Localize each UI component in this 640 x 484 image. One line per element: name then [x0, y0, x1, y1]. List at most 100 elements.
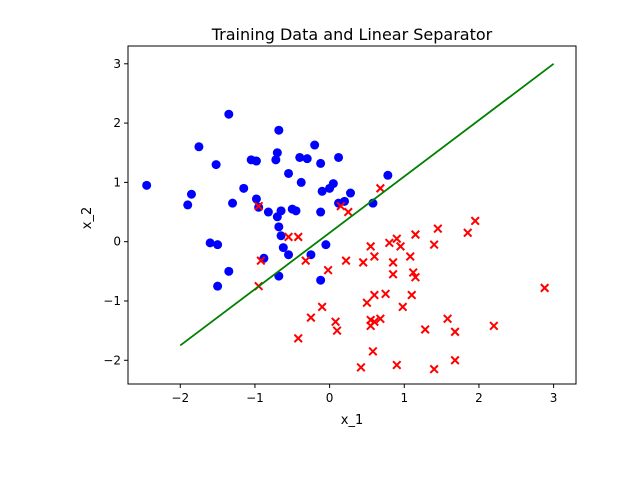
data-point-circle [334, 152, 344, 162]
data-point-x [323, 265, 333, 275]
x-tick-label: 0 [326, 391, 334, 405]
x-tick-label: 1 [400, 391, 408, 405]
data-point-x [331, 317, 341, 327]
data-point-circle [316, 275, 326, 285]
data-point-circle [346, 188, 356, 198]
data-point-circle [383, 170, 393, 180]
data-point-x [381, 289, 391, 299]
data-point-circle [224, 109, 234, 119]
data-point-x [470, 216, 480, 226]
data-point-circle [142, 180, 152, 190]
data-point-x [429, 364, 439, 374]
data-point-circle [316, 158, 326, 168]
data-point-x [410, 230, 420, 240]
data-point-x [392, 234, 402, 244]
data-point-x [301, 256, 311, 266]
data-point-circle [224, 266, 234, 276]
data-point-circle [284, 168, 294, 178]
data-point-x [366, 321, 376, 331]
data-point-x [358, 257, 368, 267]
data-point-x [256, 256, 266, 266]
data-point-x [450, 327, 460, 337]
x-tick-label: 2 [475, 391, 483, 405]
data-point-circle [205, 238, 215, 248]
data-point-x [362, 298, 372, 308]
data-point-x [317, 302, 327, 312]
data-point-x [366, 241, 376, 251]
data-point-x [392, 360, 402, 370]
y-axis-label: x_2 [80, 207, 95, 229]
data-point-circle [317, 186, 327, 196]
data-point-circle [213, 240, 223, 250]
data-point-x [369, 252, 379, 262]
data-point-x [388, 257, 398, 267]
data-point-x [343, 207, 353, 217]
data-point-x [398, 302, 408, 312]
x-tick-label: −1 [246, 391, 264, 405]
data-point-circle [296, 177, 306, 187]
data-point-circle [263, 207, 273, 217]
data-point-x [375, 314, 385, 324]
data-point-x [396, 241, 406, 251]
data-point-x [341, 256, 351, 266]
data-point-x [356, 362, 366, 372]
data-point-circle [274, 125, 284, 135]
data-point-circle [321, 240, 331, 250]
data-point-circle [271, 155, 281, 165]
data-point-x [407, 290, 417, 300]
chart-title: Training Data and Linear Separator [211, 25, 493, 44]
data-point-circle [186, 189, 196, 199]
data-point-x [384, 238, 394, 248]
y-tick-label: −1 [103, 294, 121, 308]
data-point-circle [194, 142, 204, 152]
data-point-circle [278, 243, 288, 253]
data-point-x [293, 333, 303, 343]
data-point-x [306, 313, 316, 323]
y-tick-label: −2 [103, 353, 121, 367]
data-point-circle [276, 206, 286, 216]
data-point-circle [272, 148, 282, 158]
data-point-x [420, 324, 430, 334]
data-point-x [293, 232, 303, 242]
data-point-x [284, 232, 294, 242]
data-point-circle [239, 183, 249, 193]
data-point-circle [251, 194, 261, 204]
data-point-circle [228, 198, 238, 208]
data-point-x [433, 224, 443, 234]
data-point-x [336, 201, 346, 211]
data-point-x [369, 290, 379, 300]
plot-frame [127, 45, 577, 385]
data-point-circle [291, 206, 301, 216]
separator-line [179, 63, 555, 347]
data-point-circle [316, 207, 326, 217]
x-axis-label: x_1 [341, 413, 363, 428]
data-point-circle [295, 152, 305, 162]
y-tick-label: 0 [113, 235, 121, 249]
data-point-circle [211, 160, 221, 170]
y-tick-label: 3 [113, 57, 121, 71]
x-tick-label: 3 [550, 391, 558, 405]
data-point-circle [284, 250, 294, 260]
data-point-x [450, 355, 460, 365]
data-point-x [388, 269, 398, 279]
data-point-x [443, 314, 453, 324]
x-tick-label: −2 [171, 391, 189, 405]
y-tick-label: 1 [113, 175, 121, 189]
data-point-x [540, 283, 550, 293]
data-point-circle [274, 222, 284, 232]
data-point-circle [276, 231, 286, 241]
data-point-x [332, 326, 342, 336]
data-point-x [405, 252, 415, 262]
data-point-x [410, 272, 420, 282]
data-point-circle [183, 200, 193, 210]
data-point-circle [302, 154, 312, 164]
data-point-circle [328, 179, 338, 189]
data-point-circle [251, 156, 261, 166]
data-point-x [489, 321, 499, 331]
data-point-circle [213, 281, 223, 291]
data-point-circle [310, 140, 320, 150]
y-tick-label: 2 [113, 116, 121, 130]
data-point-x [408, 268, 418, 278]
